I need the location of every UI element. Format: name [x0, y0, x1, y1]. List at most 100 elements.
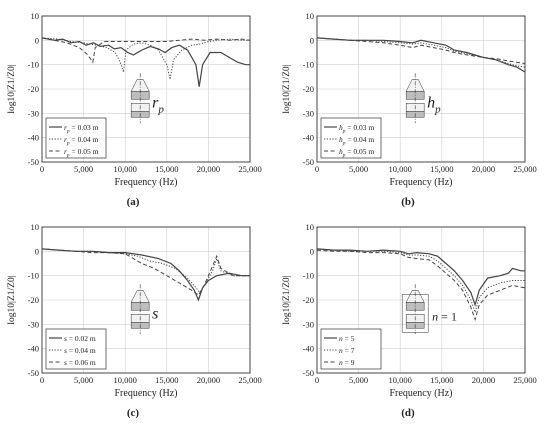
- y-axis-label: log10|Z1/Z0|: [7, 64, 17, 113]
- y-tick-label: -40: [28, 344, 39, 354]
- y-tick-label: -30: [303, 319, 314, 329]
- x-tick-label: 25,000: [513, 375, 536, 385]
- x-tick-label: 20,000: [472, 375, 495, 385]
- x-tick-label: 20,000: [472, 164, 495, 174]
- legend-entry: hp = 0.04 m: [339, 135, 374, 147]
- legend-entry: hp = 0.05 m: [339, 147, 374, 159]
- x-tick-label: 10,000: [389, 164, 412, 174]
- y-tick-label: -10: [28, 60, 39, 70]
- part-illustration: rp: [130, 73, 164, 124]
- legend: n = 5 n = 7 n = 9: [320, 328, 382, 370]
- y-tick-label: -20: [303, 295, 314, 305]
- panel-letter: (a): [127, 196, 140, 208]
- y-tick-label: -50: [303, 368, 314, 378]
- x-tick-label: 0: [40, 375, 44, 385]
- y-axis-label: log10|Z1/Z0|: [282, 64, 292, 113]
- x-tick-label: 20,000: [197, 375, 220, 385]
- x-axis-label: Frequency (Hz): [114, 177, 177, 188]
- chart-panel-3: 0 5,000 10,000 15,000 20,000 25,000 10 0 -10 -20 -…: [7, 222, 262, 419]
- y-tick-label: 10: [31, 222, 40, 232]
- y-tick-label: -30: [28, 319, 39, 329]
- legend-entry: s = 0.04 m: [64, 346, 96, 355]
- x-tick-label: 10,000: [114, 375, 137, 385]
- series-line-3: [316, 249, 526, 322]
- x-tick-label: 0: [40, 164, 44, 174]
- y-tick-label: 10: [306, 11, 315, 21]
- part-highlight-box: [401, 294, 429, 333]
- y-tick-label: -30: [28, 108, 39, 118]
- y-tick-label: 0: [310, 35, 314, 45]
- series-line-2: [316, 248, 525, 314]
- legend: s = 0.02 m s = 0.04 m s = 0.06 m: [45, 328, 107, 370]
- legend-entry: hp = 0.03 m: [339, 123, 374, 135]
- y-tick-label: 0: [35, 35, 39, 45]
- x-tick-label: 0: [315, 375, 319, 385]
- y-axis-label: log10|Z1/Z0|: [282, 275, 292, 324]
- plot-frame: [316, 226, 526, 374]
- x-tick-label: 15,000: [155, 375, 178, 385]
- part-illustration: hp: [405, 73, 441, 124]
- x-axis-label: Frequency (Hz): [389, 388, 452, 399]
- x-tick-label: 5,000: [349, 164, 368, 174]
- x-tick-label: 0: [315, 164, 319, 174]
- series-line-3: [41, 248, 250, 296]
- series-line-1: [41, 248, 250, 302]
- y-tick-label: -20: [303, 84, 314, 94]
- series-line-2: [41, 37, 250, 80]
- x-tick-label: 5,000: [74, 164, 93, 174]
- y-tick-label: -40: [303, 133, 314, 143]
- series-line-3: [316, 37, 526, 64]
- plot-frame: [41, 226, 251, 374]
- chart-panel-1: 0 5,000 10,000 15,000 20,000 25,000 10 0 -10 -20 -…: [7, 11, 262, 208]
- chart-panel-4: 0 5,000 10,000 15,000 20,000 25,000 10 0 -10 -20 -…: [282, 222, 537, 419]
- panel-letter: (d): [401, 407, 415, 419]
- x-tick-label: 15,000: [155, 164, 178, 174]
- inset-label: rp: [152, 94, 164, 115]
- y-tick-label: -20: [28, 295, 39, 305]
- y-tick-label: -30: [303, 108, 314, 118]
- legend-entry: n = 7: [339, 346, 355, 355]
- y-axis-label: log10|Z1/Z0|: [7, 275, 17, 324]
- legend-entry: rp = 0.05 m: [64, 147, 99, 159]
- x-tick-label: 25,000: [238, 375, 261, 385]
- x-tick-label: 5,000: [74, 375, 93, 385]
- y-tick-label: -50: [303, 157, 314, 167]
- y-tick-label: -40: [303, 344, 314, 354]
- series-line-2: [41, 248, 250, 294]
- y-tick-label: -10: [28, 271, 39, 281]
- y-tick-label: 10: [31, 11, 40, 21]
- inset-label: n = 1: [432, 309, 457, 323]
- y-tick-label: -50: [28, 368, 39, 378]
- x-tick-label: 25,000: [238, 164, 261, 174]
- y-tick-label: 10: [306, 222, 315, 232]
- inset-label: s: [152, 305, 158, 322]
- y-tick-label: -10: [303, 271, 314, 281]
- panel-letter: (b): [401, 196, 415, 208]
- x-tick-label: 10,000: [389, 375, 412, 385]
- part-illustration: n = 1: [401, 284, 457, 335]
- y-tick-label: -10: [303, 60, 314, 70]
- x-tick-label: 20,000: [197, 164, 220, 174]
- y-tick-label: -20: [28, 84, 39, 94]
- x-axis-label: Frequency (Hz): [389, 177, 452, 188]
- y-tick-label: -40: [28, 133, 39, 143]
- x-tick-label: 10,000: [114, 164, 137, 174]
- x-tick-label: 25,000: [513, 164, 536, 174]
- y-tick-label: 0: [310, 246, 314, 256]
- legend-entry: rp = 0.03 m: [64, 123, 99, 135]
- y-tick-label: -50: [28, 157, 39, 167]
- chart-panel-2: 0 5,000 10,000 15,000 20,000 25,000 10 0 -10 -20 -…: [282, 11, 537, 208]
- legend-entry: n = 9: [339, 358, 355, 367]
- legend-entry: s = 0.06 m: [64, 358, 96, 367]
- x-tick-label: 15,000: [430, 375, 453, 385]
- legend-entry: rp = 0.04 m: [64, 135, 99, 147]
- series-line-3: [41, 37, 251, 64]
- inset-label: hp: [427, 94, 441, 115]
- legend: hp = 0.03 mhp = 0.04 mhp = 0.05 m: [320, 117, 382, 159]
- legend: rp = 0.03 mrp = 0.04 mrp = 0.05 m: [45, 117, 107, 159]
- series-line-2: [316, 37, 526, 68]
- series-line-1: [41, 37, 250, 87]
- x-tick-label: 5,000: [349, 375, 368, 385]
- x-tick-label: 15,000: [430, 164, 453, 174]
